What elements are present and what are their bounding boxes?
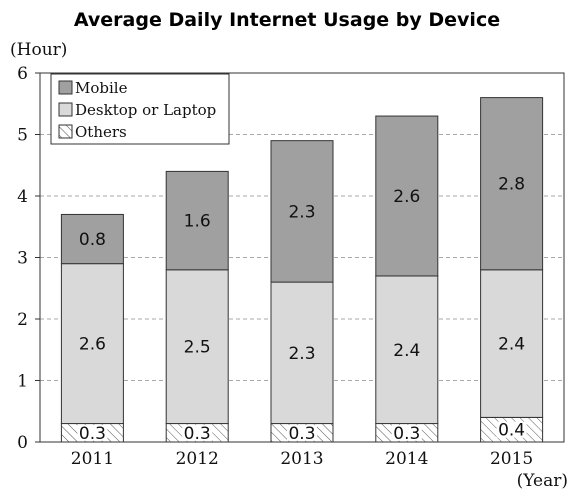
bar-desktop-or-laptop-2012	[165, 269, 229, 425]
x-tick-label-2014: 2014	[385, 449, 428, 469]
value-label-others-2015: 0.4	[498, 421, 525, 441]
value-label-mobile-2013: 2.3	[288, 202, 315, 222]
y-tick-labels: 0 1 2 3 4 5 6	[17, 64, 40, 453]
legend-label-mobile: Mobile	[75, 79, 128, 97]
bar-desktop-or-laptop-2013	[270, 281, 334, 425]
bar-value-labels: 0.3 2.6 0.8 0.3 2.5 1.6 0.3 2.3 2.3 0.3 2.4 2.6 0.4 2…	[77, 175, 527, 444]
y-tick-label-2: 2	[17, 310, 28, 330]
bar-mobile-2013	[270, 140, 334, 283]
y-tick-label-0: 0	[17, 433, 28, 453]
bar-mobile-2011	[60, 213, 124, 265]
value-label-mobile-2011: 0.8	[79, 230, 106, 250]
plot-frame	[39, 72, 565, 443]
legend-label-desktop-or-laptop: Desktop or Laptop	[75, 101, 216, 119]
x-axis-unit-label: (Year)	[517, 471, 568, 491]
value-label-desktop-or-laptop-2012: 2.5	[184, 338, 211, 358]
bar-mobile-2015	[480, 97, 544, 271]
label-bg-others-2013	[287, 424, 317, 441]
x-tick-label-2013: 2013	[280, 449, 323, 469]
x-tick-label-2012: 2012	[176, 449, 219, 469]
value-label-desktop-or-laptop-2015: 2.4	[498, 335, 525, 355]
bar-desktop-or-laptop-2011	[60, 263, 124, 425]
value-label-mobile-2012: 1.6	[184, 212, 211, 232]
legend-label-others: Others	[75, 123, 127, 141]
y-tick-label-3: 3	[17, 249, 28, 269]
bar-desktop-or-laptop-2014	[375, 275, 439, 425]
label-bg-others-2014	[391, 424, 422, 441]
y-tick-label-4: 4	[17, 187, 28, 207]
bars	[60, 97, 544, 443]
x-tick-label-2011: 2011	[71, 449, 114, 469]
value-label-others-2012: 0.3	[184, 424, 211, 444]
value-label-mobile-2014: 2.6	[393, 187, 420, 207]
value-label-desktop-or-laptop-2013: 2.3	[288, 344, 315, 364]
bar-mobile-2014	[375, 115, 439, 277]
y-tick-label-5: 5	[17, 126, 28, 146]
chart-title: Average Daily Internet Usage by Device	[74, 9, 500, 31]
y-tick-label-6: 6	[17, 64, 28, 84]
x-tick-label-2015: 2015	[490, 449, 533, 469]
value-label-others-2013: 0.3	[288, 424, 315, 444]
value-label-desktop-or-laptop-2011: 2.6	[79, 335, 106, 355]
legend-swatch-mobile	[58, 80, 73, 95]
value-label-others-2011: 0.3	[79, 424, 106, 444]
bar-mobile-2012	[165, 170, 229, 271]
value-label-others-2014: 0.3	[393, 424, 420, 444]
label-bg-others-2012	[182, 424, 213, 441]
legend: Mobile Desktop or Laptop Others	[50, 73, 230, 145]
y-tick-label-1: 1	[17, 372, 28, 392]
label-bg-others-2011	[77, 424, 108, 441]
bar-desktop-or-laptop-2015	[480, 269, 544, 418]
legend-swatch-desktop-or-laptop	[58, 102, 73, 117]
legend-box	[50, 73, 230, 145]
value-label-mobile-2015: 2.8	[498, 175, 525, 195]
y-axis-unit-label: (Hour)	[10, 40, 67, 60]
label-bg-others-2015	[496, 421, 527, 438]
x-tick-labels: 2011 2012 2013 2014 2015	[71, 449, 533, 469]
value-label-desktop-or-laptop-2014: 2.4	[393, 341, 420, 361]
legend-swatch-others	[58, 124, 73, 139]
